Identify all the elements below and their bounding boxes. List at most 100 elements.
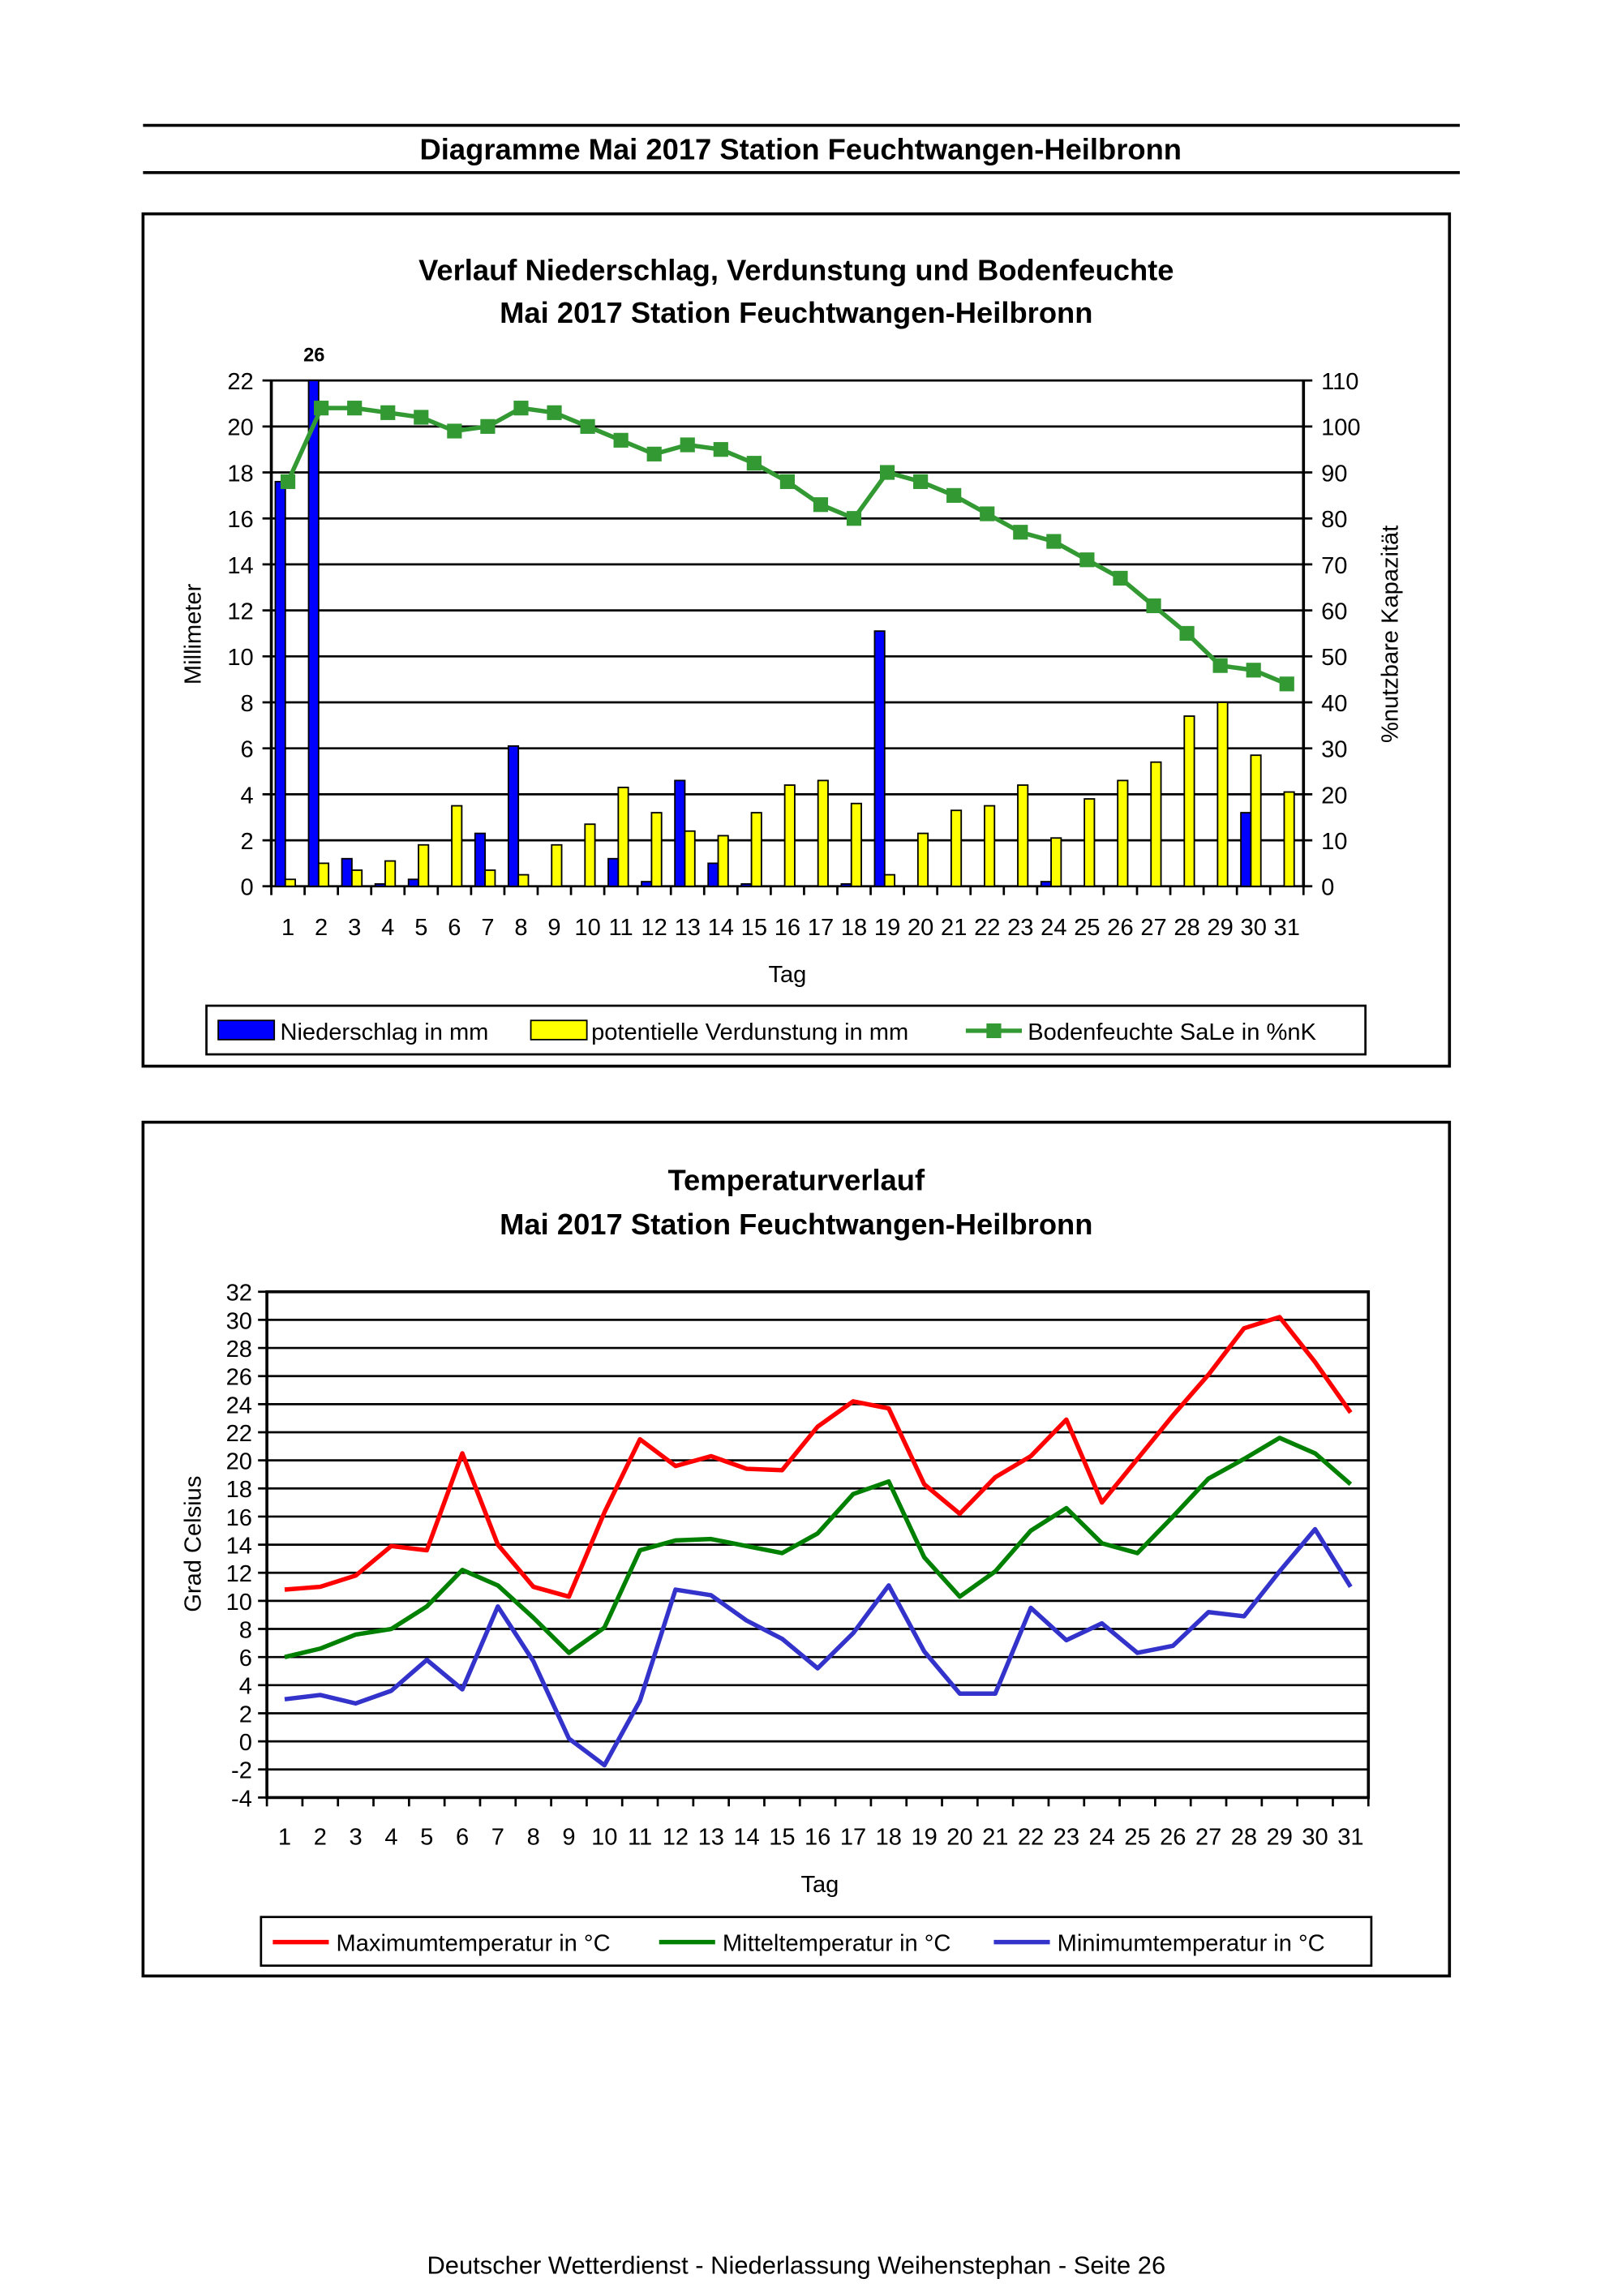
x-tick-label: 13 (698, 1825, 724, 1851)
precipitation-bar (740, 883, 753, 887)
precipitation-bar (507, 745, 520, 887)
y-axis-label: Grad Celsius (180, 1476, 206, 1612)
legend-label-evap: potentielle Verdunstung in mm (591, 1019, 908, 1045)
soil-moisture-marker (646, 446, 662, 461)
x-tick-label: 30 (1302, 1825, 1328, 1851)
x-tick-label: 21 (982, 1825, 1008, 1851)
soil-moisture-marker (513, 401, 529, 416)
evaporation-bar (1216, 702, 1229, 887)
x-tick-label: 3 (350, 1825, 363, 1851)
y2-tick-label: 50 (1321, 645, 1347, 671)
x-tick-label: 8 (514, 915, 527, 941)
x-tick-label: 24 (1089, 1825, 1115, 1851)
evaporation-bar (1150, 761, 1162, 887)
legend-label-min: Minimumtemperatur in °C (1058, 1931, 1325, 1957)
evaporation-bar (783, 784, 796, 887)
x-tick-label: 11 (628, 1825, 652, 1851)
y-tick-label: 18 (227, 461, 253, 487)
y-tick-label: 2 (241, 829, 254, 855)
precipitation-bar (1040, 881, 1052, 887)
overflow-data-label: 26 (303, 345, 324, 367)
x-tick-label: 2 (314, 1825, 327, 1851)
y-tick-label: -2 (231, 1758, 252, 1784)
evaporation-bar (984, 805, 996, 887)
x-tick-label: 25 (1074, 915, 1100, 941)
evaporation-bar (1050, 837, 1062, 887)
y-tick-label: 4 (241, 783, 254, 809)
y2-tick-label: 60 (1321, 599, 1347, 625)
chart-precipitation: Verlauf Niederschlag, Verdunstung und Bo… (141, 212, 1452, 1068)
soil-moisture-marker (613, 432, 629, 448)
evaporation-bar (1183, 715, 1195, 887)
x-tick-label: 29 (1267, 1825, 1293, 1851)
y-axis-label: Millimeter (180, 583, 206, 685)
soil-moisture-marker (913, 474, 929, 489)
precipitation-bar (1240, 812, 1252, 887)
soil-moisture-marker (713, 442, 728, 457)
chart-title: Temperaturverlauf (668, 1163, 925, 1196)
x-tick-label: 27 (1195, 1825, 1221, 1851)
y2-tick-label: 80 (1321, 507, 1347, 533)
evaporation-bar (1283, 791, 1295, 887)
y-tick-label: 30 (226, 1308, 252, 1334)
soil-moisture-marker (846, 511, 862, 526)
soil-moisture-marker (380, 405, 396, 420)
soil-moisture-marker (879, 465, 895, 480)
x-tick-label: 10 (591, 1825, 617, 1851)
y-tick-label: 6 (241, 737, 254, 763)
x-tick-label: 4 (384, 1825, 397, 1851)
precipitation-bar (407, 878, 419, 887)
y-tick-label: 0 (239, 1730, 252, 1756)
legend-label-mean: Mitteltemperatur in °C (723, 1931, 951, 1957)
y-tick-label: 14 (226, 1534, 252, 1560)
y-tick-label: -4 (231, 1786, 252, 1812)
y-tick-label: 8 (239, 1617, 252, 1643)
chart-frame (141, 1120, 1452, 1978)
x-tick-label: 31 (1337, 1825, 1363, 1851)
legend-label-precip: Niederschlag in mm (280, 1019, 488, 1045)
precipitation-bar (674, 779, 686, 887)
y2-tick-label: 70 (1321, 553, 1347, 579)
soil-moisture-marker (314, 401, 329, 416)
x-tick-label: 12 (642, 915, 667, 941)
soil-moisture-marker (280, 474, 296, 489)
soil-moisture-marker (746, 456, 762, 471)
x-tick-label: 25 (1124, 1825, 1150, 1851)
precipitation-bar (374, 883, 386, 887)
x-tick-label: 1 (278, 1825, 291, 1851)
x-tick-label: 6 (456, 1825, 469, 1851)
x-tick-label: 11 (609, 915, 633, 941)
evaporation-bar (850, 802, 862, 887)
x-tick-label: 2 (315, 915, 328, 941)
x-tick-label: 16 (775, 915, 800, 941)
soil-moisture-marker (1246, 663, 1261, 678)
x-tick-label: 9 (547, 915, 560, 941)
x-tick-label: 23 (1007, 915, 1033, 941)
evaporation-bar (916, 832, 929, 887)
y2-tick-label: 40 (1321, 691, 1347, 717)
precipitation-bar (274, 480, 286, 887)
soil-moisture-marker (1179, 625, 1195, 642)
y-tick-label: 26 (226, 1365, 252, 1391)
x-tick-label: 28 (1174, 915, 1199, 941)
evaporation-bar (684, 830, 696, 887)
soil-moisture-marker (547, 405, 562, 420)
y2-tick-label: 110 (1321, 369, 1358, 395)
precipitation-bar (474, 832, 487, 887)
evaporation-bar (1250, 754, 1262, 887)
x-tick-label: 26 (1160, 1825, 1186, 1851)
soil-moisture-marker (1146, 598, 1161, 614)
y-tick-label: 12 (227, 599, 253, 625)
soil-moisture-marker (980, 506, 995, 521)
y2-tick-label: 20 (1321, 783, 1347, 809)
legend: Niederschlag in mm potentielle Verdunstu… (205, 1004, 1367, 1056)
y-tick-label: 4 (239, 1674, 252, 1700)
x-tick-label: 14 (733, 1825, 759, 1851)
x-tick-label: 31 (1274, 915, 1300, 941)
precipitation-bar (607, 857, 620, 887)
y-tick-label: 18 (226, 1477, 252, 1503)
legend-swatch-evap (530, 1019, 588, 1041)
y-tick-label: 16 (227, 507, 253, 533)
soil-moisture-marker (813, 497, 829, 513)
